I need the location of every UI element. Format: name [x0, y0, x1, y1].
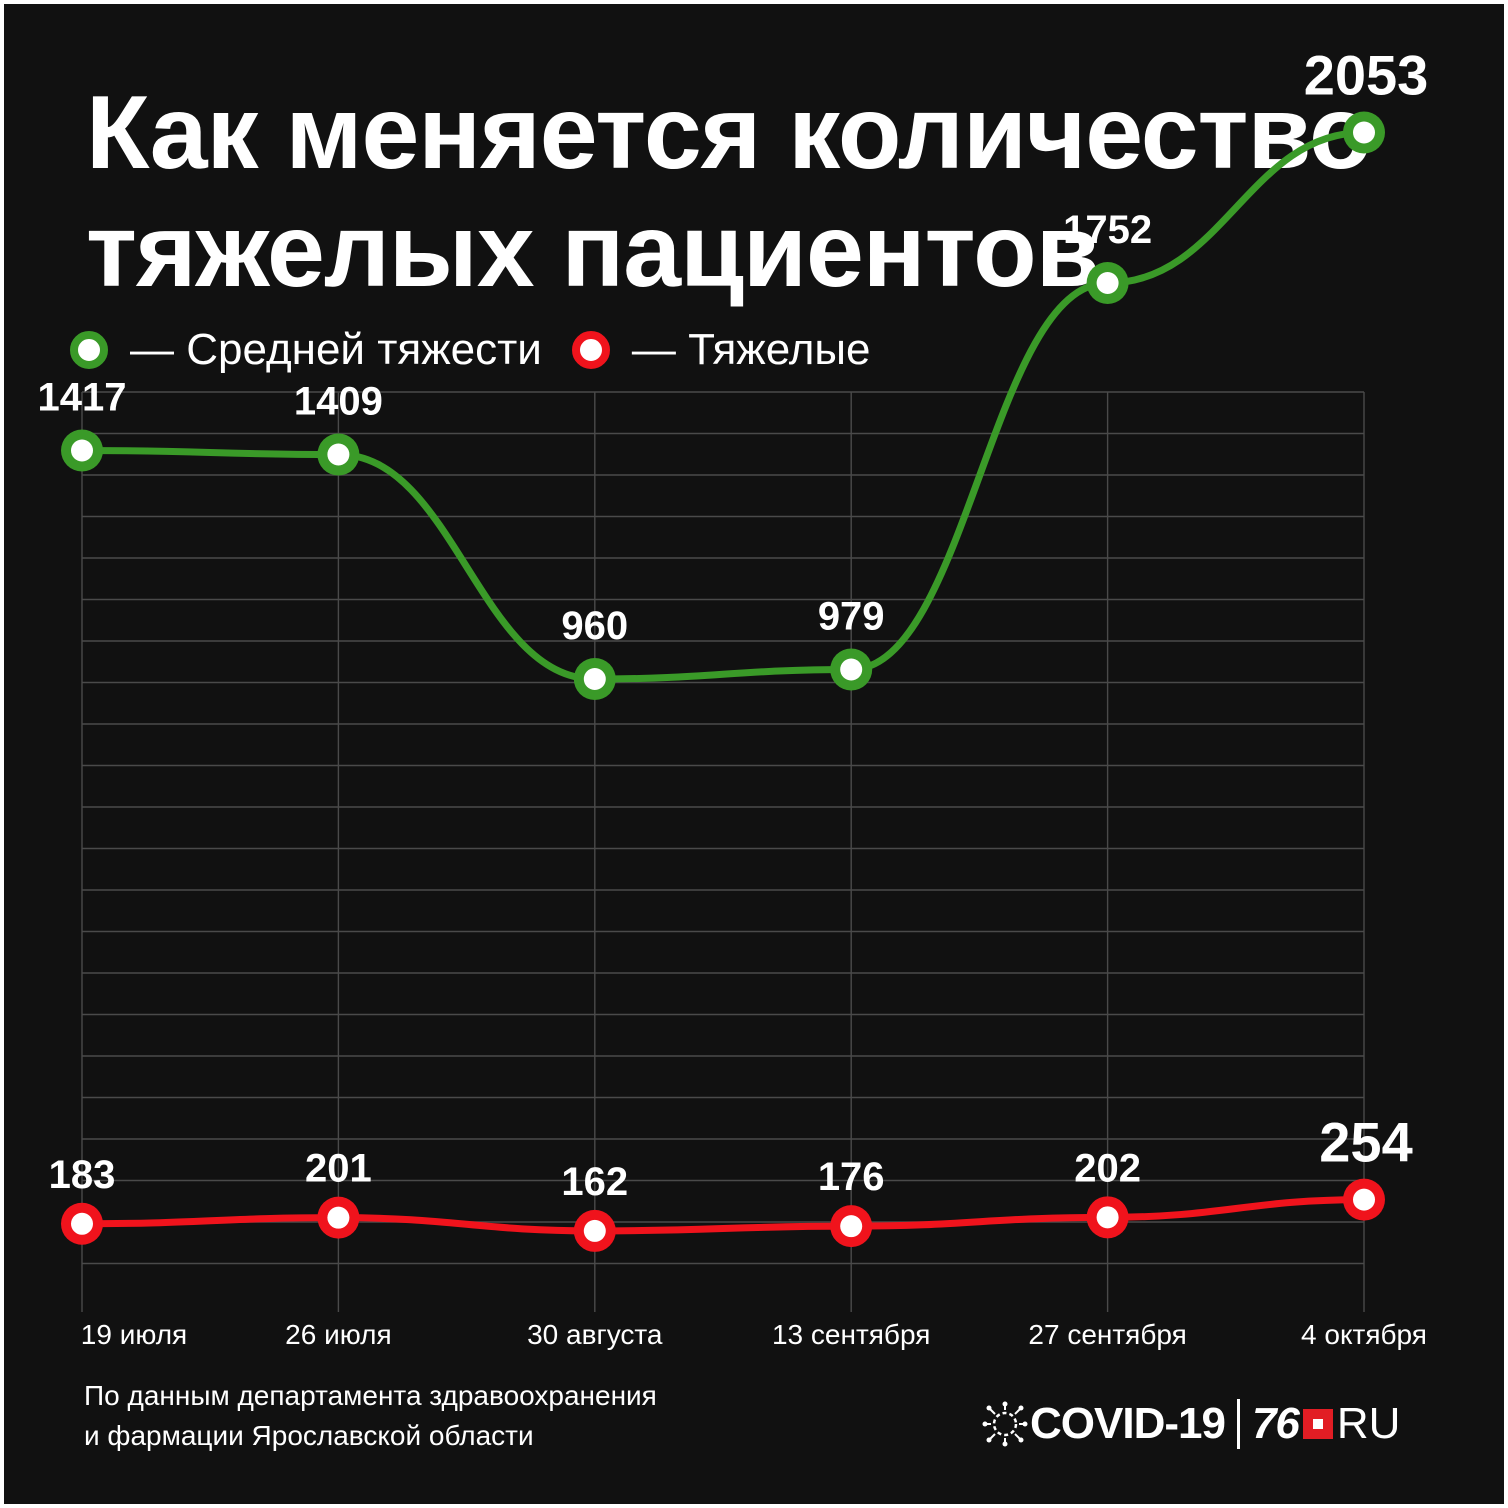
- data-label-moderate: 2053: [1304, 44, 1429, 107]
- data-label-severe: 254: [1319, 1111, 1412, 1174]
- data-point-center-severe: [583, 1219, 606, 1242]
- data-point-center-severe: [71, 1212, 93, 1235]
- source-note: По данным департамента здравоохранения и…: [84, 1376, 657, 1456]
- data-point-center-moderate: [840, 658, 863, 681]
- data-point-center-severe: [1353, 1188, 1375, 1211]
- data-label-moderate: 1417: [38, 376, 127, 420]
- source-line-2: и фармации Ярославской области: [84, 1420, 534, 1451]
- legend-label-moderate: — Средней тяжести: [130, 325, 542, 374]
- legend: — Средней тяжести — Тяжелые: [70, 320, 901, 380]
- data-label-severe: 201: [305, 1147, 372, 1191]
- legend-label-severe: — Тяжелые: [631, 325, 871, 374]
- data-label-severe: 176: [818, 1155, 885, 1199]
- x-tick-label: 27 сентября: [1028, 1319, 1186, 1350]
- legend-marker-moderate: [70, 331, 108, 369]
- data-label-moderate: 1752: [1063, 208, 1152, 252]
- title-line-1: Как меняется количество: [86, 75, 1373, 191]
- logo-divider: [1236, 1399, 1240, 1449]
- chart-title: Как меняется количество тяжелых пациенто…: [86, 74, 1486, 310]
- series-line-moderate: [78, 129, 1368, 683]
- series-line-severe: [78, 1196, 1368, 1235]
- logo-ru-text: RU: [1336, 1399, 1401, 1448]
- line-chart: 1417 1409 960 979 1752 2053 183 201 162 176 202 254…: [38, 44, 1429, 1351]
- legend-marker-severe: [571, 331, 610, 369]
- virus-icon: [982, 1401, 1028, 1447]
- x-tick-label: 26 июля: [285, 1319, 391, 1350]
- data-point-center-severe: [327, 1206, 350, 1229]
- legend-item-severe: — Тяжелые: [571, 325, 871, 375]
- data-point-center-moderate: [1096, 272, 1119, 294]
- data-point-center-moderate: [71, 439, 93, 462]
- infographic-frame: Как меняется количество тяжелых пациенто…: [4, 4, 1504, 1504]
- logo-76-text: 76: [1251, 1399, 1300, 1448]
- logo-red-square: [1302, 1409, 1333, 1439]
- source-line-1: По данным департамента здравоохранения: [84, 1380, 657, 1411]
- data-point-center-severe: [840, 1215, 863, 1238]
- data-label-severe: 202: [1074, 1146, 1141, 1190]
- data-point-center-moderate: [1353, 121, 1375, 144]
- data-point-center-moderate: [327, 443, 350, 466]
- data-label-moderate: 1409: [294, 380, 383, 424]
- data-label-severe: 183: [49, 1153, 116, 1197]
- brand-logo: COVID-19 76 RU: [982, 1392, 1400, 1456]
- legend-item-moderate: — Средней тяжести: [70, 325, 542, 375]
- data-label-moderate: 979: [818, 595, 885, 639]
- title-line-2: тяжелых пациентов: [86, 193, 1100, 309]
- x-tick-label: 4 октября: [1301, 1319, 1427, 1350]
- data-point-center-severe: [1096, 1206, 1119, 1229]
- x-tick-label: 13 сентября: [772, 1319, 930, 1350]
- x-tick-label: 19 июля: [81, 1319, 187, 1350]
- data-label-severe: 162: [561, 1160, 628, 1204]
- logo-covid-text: COVID-19: [1030, 1399, 1226, 1448]
- data-label-moderate: 960: [561, 604, 628, 648]
- x-tick-label: 30 августа: [527, 1319, 663, 1350]
- data-point-center-moderate: [583, 668, 606, 690]
